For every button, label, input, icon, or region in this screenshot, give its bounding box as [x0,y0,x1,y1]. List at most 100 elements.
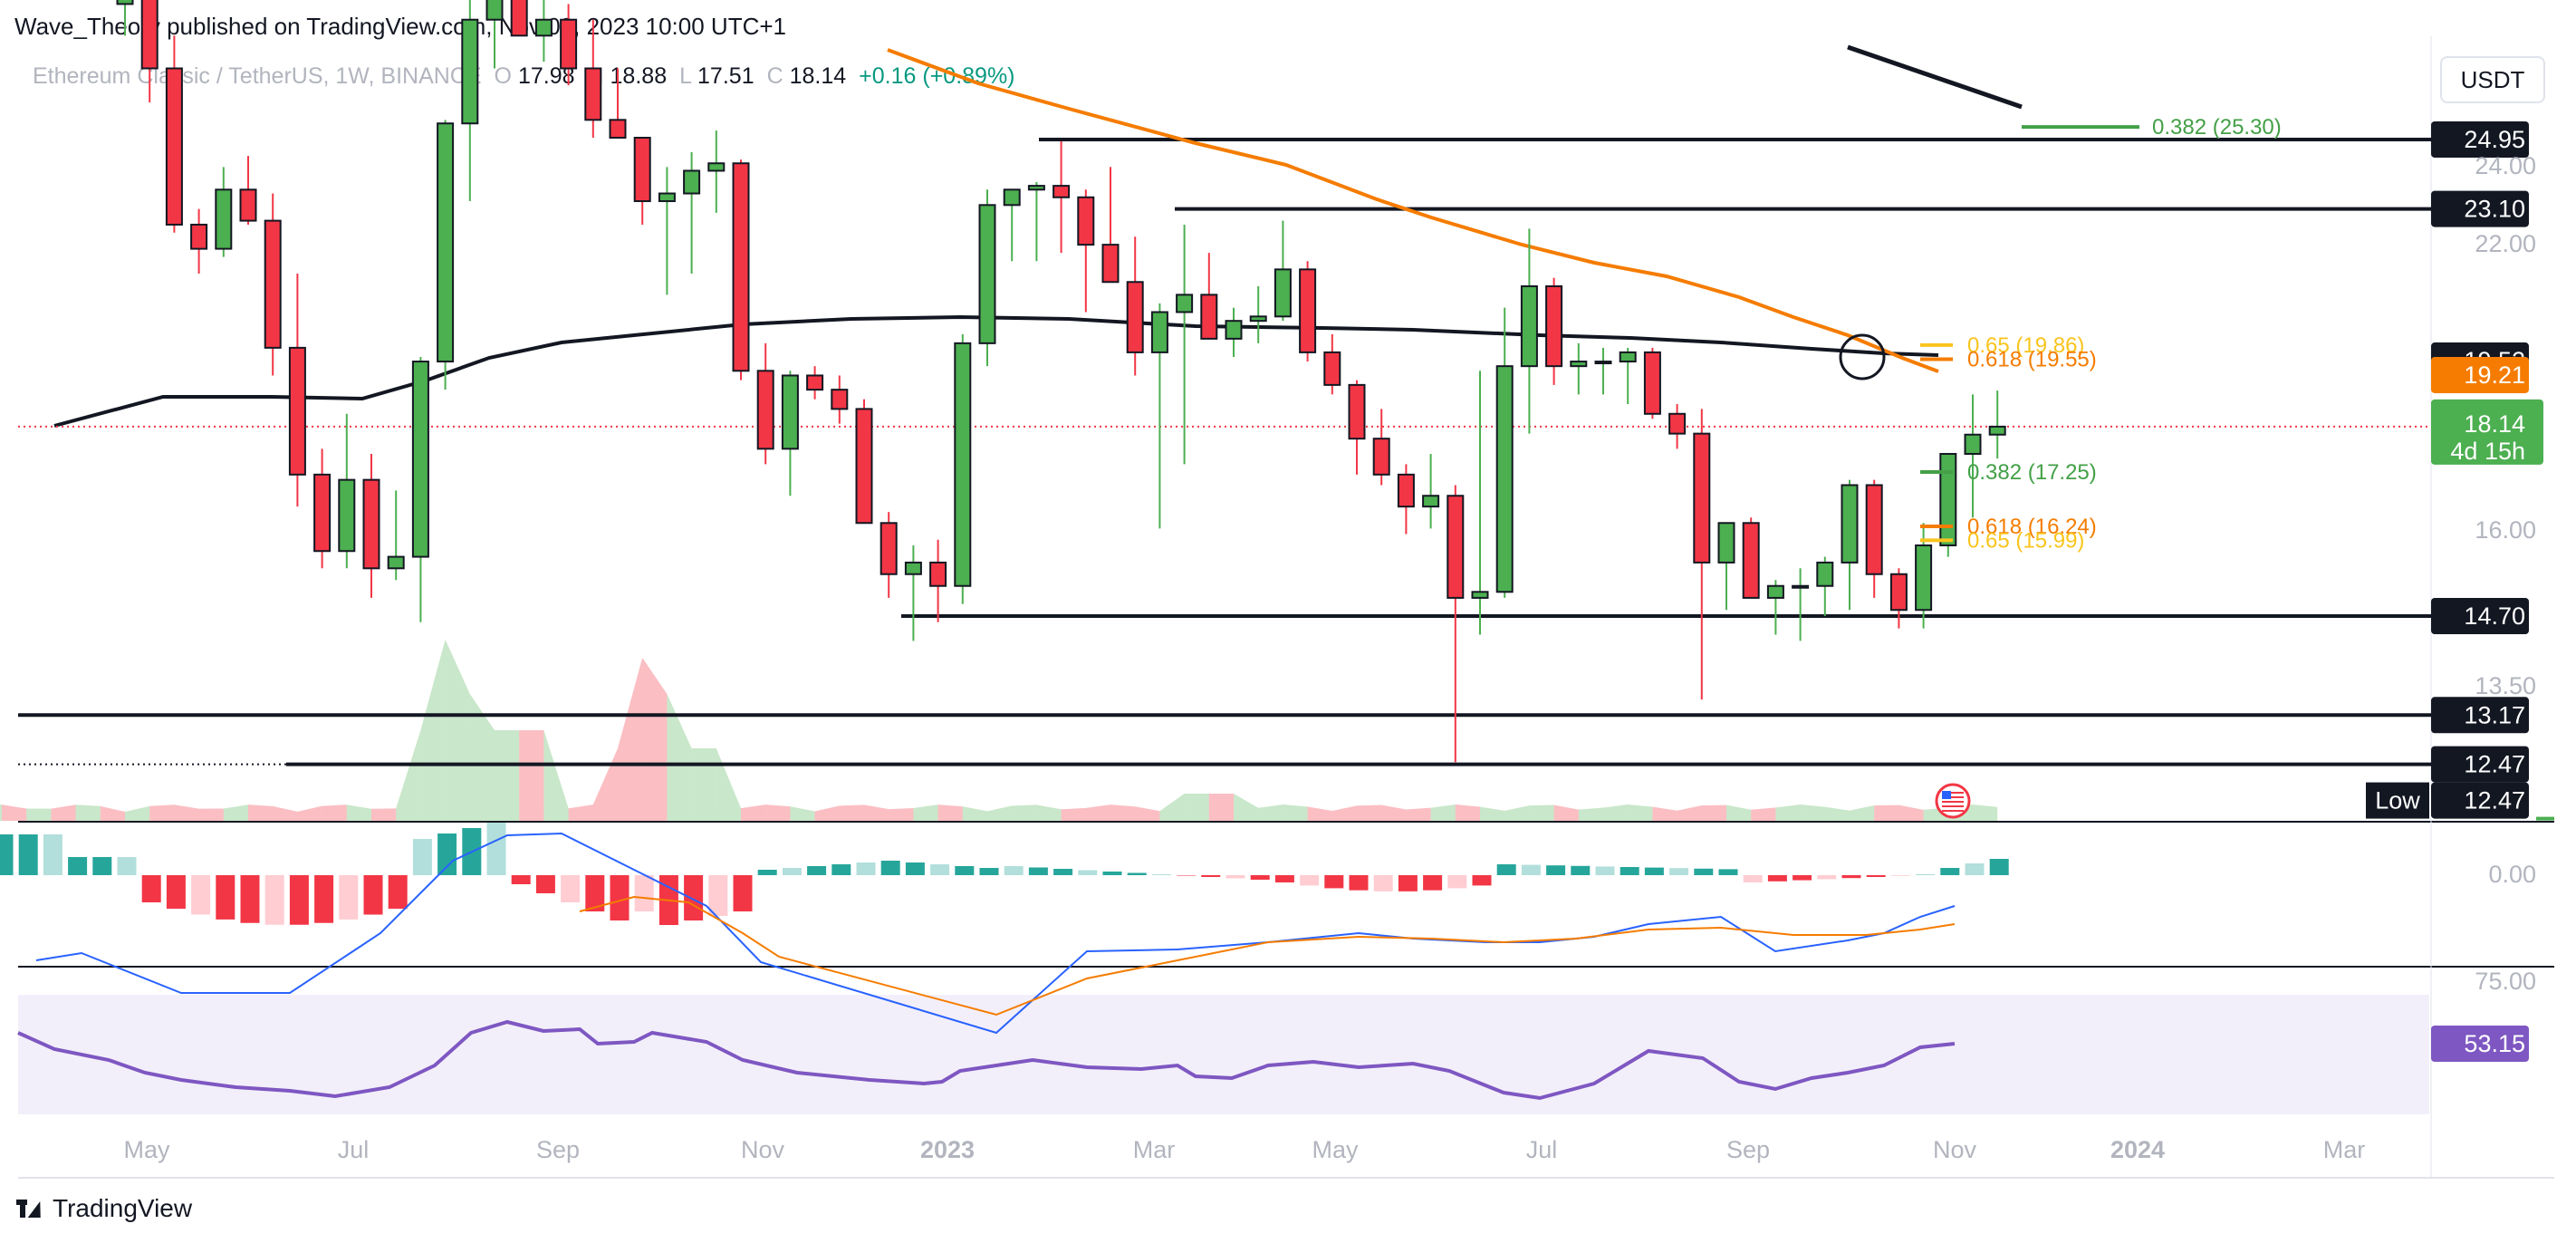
candle-body[interactable] [461,18,479,125]
candle-body[interactable] [978,204,996,344]
candle-body[interactable] [239,188,257,222]
candle-body[interactable] [264,219,282,349]
candle-body[interactable] [485,0,504,21]
volume-area [75,805,101,821]
price-level-badge [2431,598,2529,634]
candle-body[interactable] [288,346,306,476]
candle-body[interactable] [707,162,726,172]
candle-body[interactable] [609,119,627,140]
volume-area [1850,805,1875,821]
candle-body[interactable] [1249,315,1267,323]
candle-body[interactable] [1668,412,1687,435]
candle-body[interactable] [1619,351,1637,363]
candle-body[interactable] [904,561,922,575]
candle-body[interactable] [1792,584,1810,589]
candle-body[interactable] [387,555,405,570]
candle-body[interactable] [1077,196,1095,246]
macd-histogram-bar [1373,875,1393,891]
candle-body[interactable] [1101,244,1120,284]
candle-body[interactable] [560,18,578,70]
candle-body[interactable] [1323,351,1341,386]
candle-body[interactable] [1447,495,1465,599]
macd-histogram-bar [634,875,654,911]
candle-body[interactable] [954,342,972,587]
candle-body[interactable] [1889,573,1908,612]
candle-body[interactable] [1520,284,1538,368]
event-flag-icon[interactable] [1935,783,1971,819]
price-level-label: 12.47 [2464,751,2525,778]
macd-histogram-bar [856,862,876,875]
candle-body[interactable] [1422,495,1440,508]
macd-histogram-bar [511,875,531,884]
candle-body[interactable] [1053,185,1071,198]
candle-body[interactable] [1693,432,1711,564]
candle-body[interactable] [584,67,602,121]
candle-body[interactable] [929,561,947,587]
candle-body[interactable] [1545,284,1563,368]
candle-body[interactable] [1988,425,2006,436]
candle-body[interactable] [1717,522,1735,564]
candle-body[interactable] [116,0,134,5]
candle-body[interactable] [1865,484,1883,575]
candle-body[interactable] [1225,320,1243,340]
macd-histogram-bar [1078,870,1098,875]
volume-area [100,805,125,821]
candle-body[interactable] [1742,522,1760,599]
candle-body[interactable] [1766,584,1784,599]
candle-body[interactable] [1495,365,1514,593]
candle-body[interactable] [534,18,553,37]
candle-body[interactable] [165,67,183,226]
macd-histogram-bar [1398,875,1418,891]
candle-body[interactable] [1397,473,1415,508]
candle-body[interactable] [1816,561,1834,587]
candle-body[interactable] [806,374,824,391]
volume-area [642,658,668,821]
candle-body[interactable] [437,122,455,363]
candle-body[interactable] [1471,591,1489,599]
candle-body[interactable] [683,169,701,195]
candle-body[interactable] [140,0,159,70]
volume-area [1307,806,1332,821]
candle-body[interactable] [215,188,233,250]
candle-body[interactable] [1594,361,1612,365]
candle-body[interactable] [313,473,332,553]
candle-body[interactable] [633,137,651,203]
currency-button[interactable]: USDT [2440,56,2545,103]
candle-body[interactable] [658,192,676,203]
candle-body[interactable] [831,389,849,410]
candle-body[interactable] [362,478,380,570]
candle-body[interactable] [190,223,208,250]
candle-body[interactable] [1027,185,1045,191]
candle-body[interactable] [1964,433,1982,455]
candle-body[interactable] [411,361,429,558]
candle-body[interactable] [855,408,873,525]
candle-body[interactable] [1274,268,1292,318]
candle-body[interactable] [1003,188,1021,207]
macd-histogram-bar [1841,875,1861,879]
candle-body[interactable] [732,162,750,372]
candle-body[interactable] [1570,361,1588,368]
candle-body[interactable] [879,522,898,575]
macd-histogram-bar [1817,875,1837,880]
candle-body[interactable] [1939,452,1957,546]
candle-body[interactable] [1348,383,1366,440]
candle-body[interactable] [1150,311,1168,353]
candle-body[interactable] [338,478,356,553]
candle-body[interactable] [1200,294,1218,340]
candle-body[interactable] [756,370,774,450]
volume-area [1135,806,1160,821]
macd-histogram-bar [191,875,211,915]
candle-body[interactable] [1841,484,1859,564]
candle-body[interactable] [1643,351,1661,415]
candle-body[interactable] [1915,544,1933,612]
macd-histogram-bar [1521,864,1541,875]
candle-body[interactable] [510,0,528,37]
volume-area [174,805,199,821]
candle-body[interactable] [781,374,799,450]
candle-body[interactable] [1372,438,1390,476]
volume-area [790,806,815,821]
candle-body[interactable] [1176,294,1194,313]
candle-body[interactable] [1126,281,1144,353]
candle-body[interactable] [1299,268,1317,353]
